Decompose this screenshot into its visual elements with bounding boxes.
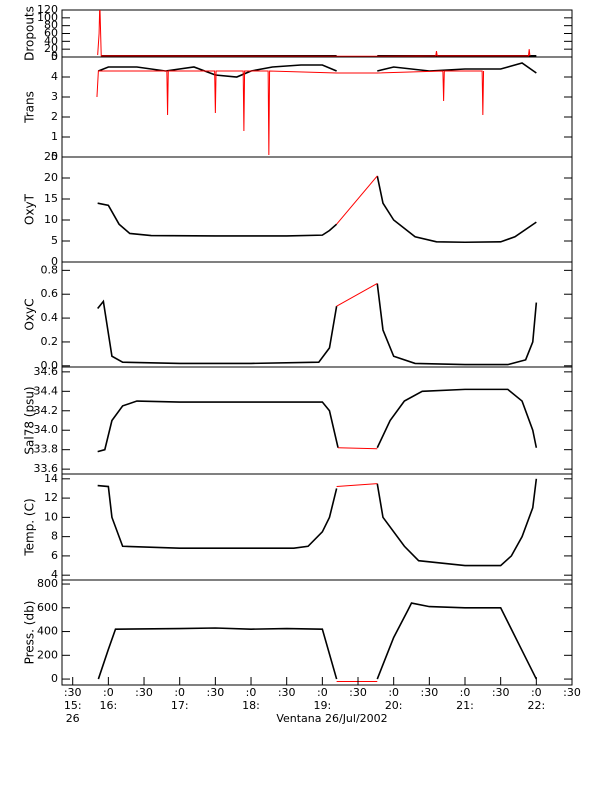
y-tick-label: 6 xyxy=(51,549,58,562)
y-axis-label: OxyC xyxy=(23,298,37,330)
plot-area xyxy=(97,478,538,567)
y-tick-label: 20 xyxy=(44,171,58,184)
y-tick-label: 1 xyxy=(51,130,58,143)
data-line xyxy=(97,388,538,453)
y-tick-label: 0 xyxy=(51,255,58,268)
day-label: 26 xyxy=(66,712,80,725)
y-tick-label: 4 xyxy=(51,70,58,83)
panel-frame xyxy=(61,473,573,581)
y-tick-label: 80 xyxy=(44,19,58,32)
y-axis-label: Sal78 (psu) xyxy=(23,386,37,454)
y-tick-label: 14 xyxy=(44,472,58,485)
y-tick-label: 34.4 xyxy=(34,384,59,397)
x-axis-label: Ventana 26/Jul/2002 xyxy=(276,712,387,725)
y-tick-label: 120 xyxy=(37,3,58,16)
y-tick-label: 8 xyxy=(51,530,58,543)
y-tick-label: 20 xyxy=(44,42,58,55)
y-tick-label: 0.4 xyxy=(41,311,59,324)
x-tick-label: :0 xyxy=(174,686,185,699)
x-tick-label: :30 xyxy=(64,686,82,699)
x-tick-label: :0 xyxy=(531,686,542,699)
hour-label: 15: xyxy=(64,699,82,712)
y-tick-label: 0 xyxy=(51,150,58,163)
y-tick-label: 5 xyxy=(51,50,58,63)
data-line xyxy=(97,602,538,680)
data-line xyxy=(336,175,378,225)
y-tick-label: 0.6 xyxy=(41,287,59,300)
y-tick-label: 100 xyxy=(37,11,58,24)
y-tick-label: 25 xyxy=(44,150,58,163)
y-tick-label: 15 xyxy=(44,192,58,205)
panel-frame xyxy=(61,366,573,475)
hour-label: 22: xyxy=(527,699,545,712)
y-tick-label: 600 xyxy=(37,601,58,614)
x-tick-label: :30 xyxy=(207,686,225,699)
x-tick-label: :30 xyxy=(492,686,510,699)
data-line xyxy=(97,478,538,567)
hour-label: 17: xyxy=(171,699,189,712)
x-tick-label: :0 xyxy=(246,686,257,699)
y-tick-label: 2 xyxy=(51,110,58,123)
data-line xyxy=(338,447,378,450)
data-line xyxy=(336,483,378,488)
x-tick-label: :0 xyxy=(388,686,399,699)
data-line xyxy=(96,70,485,156)
y-tick-label: 60 xyxy=(44,27,58,40)
plot-area xyxy=(97,10,537,57)
panel-frame xyxy=(61,261,573,368)
y-tick-label: 3 xyxy=(51,90,58,103)
y-tick-label: 0.8 xyxy=(41,263,59,276)
y-axis-label: Trans xyxy=(23,91,37,124)
y-tick-label: 40 xyxy=(44,34,58,47)
y-tick-label: 12 xyxy=(44,491,58,504)
y-axis-label: Press. (db) xyxy=(23,601,37,665)
x-tick-label: :30 xyxy=(349,686,367,699)
y-tick-label: 5 xyxy=(51,234,58,247)
plot-area xyxy=(97,175,537,244)
y-tick-label: 0.0 xyxy=(41,359,59,372)
y-tick-label: 200 xyxy=(37,648,58,661)
hour-label: 19: xyxy=(313,699,331,712)
x-tick-label: :30 xyxy=(135,686,153,699)
y-axis-label: OxyT xyxy=(23,193,37,225)
hour-label: 18: xyxy=(242,699,260,712)
panel-frame xyxy=(61,9,573,58)
plot-area xyxy=(97,283,538,366)
data-line xyxy=(97,175,537,244)
y-tick-label: 34.6 xyxy=(34,365,59,378)
plot-area xyxy=(97,388,538,453)
data-line xyxy=(97,283,538,366)
y-tick-label: 10 xyxy=(44,510,58,523)
data-line xyxy=(97,10,531,57)
y-tick-label: 4 xyxy=(51,568,58,581)
y-tick-label: 33.6 xyxy=(34,462,59,475)
y-tick-label: 0 xyxy=(51,672,58,685)
panel-frame xyxy=(61,579,573,686)
x-tick-label: :30 xyxy=(563,686,581,699)
y-axis-label: Dropouts xyxy=(23,6,37,61)
y-tick-label: 0 xyxy=(51,50,58,63)
x-tick-label: :0 xyxy=(103,686,114,699)
plot-area xyxy=(97,602,538,682)
data-line xyxy=(98,62,537,78)
y-tick-label: 34.0 xyxy=(34,423,59,436)
x-tick-label: :30 xyxy=(278,686,296,699)
y-tick-label: 0.2 xyxy=(41,335,59,348)
data-line xyxy=(336,283,378,307)
x-tick-label: :0 xyxy=(460,686,471,699)
y-tick-label: 10 xyxy=(44,213,58,226)
panel-frame xyxy=(61,156,573,263)
x-tick-label: :30 xyxy=(420,686,438,699)
hour-label: 16: xyxy=(100,699,118,712)
hour-label: 20: xyxy=(385,699,403,712)
x-tick-label: :0 xyxy=(317,686,328,699)
y-tick-label: 33.8 xyxy=(34,443,59,456)
y-tick-label: 34.2 xyxy=(34,404,59,417)
plot-area xyxy=(96,62,537,156)
y-axis-label: Temp. (C) xyxy=(23,498,37,556)
y-tick-label: 400 xyxy=(37,625,58,638)
y-tick-label: 800 xyxy=(37,577,58,590)
hour-label: 21: xyxy=(456,699,474,712)
